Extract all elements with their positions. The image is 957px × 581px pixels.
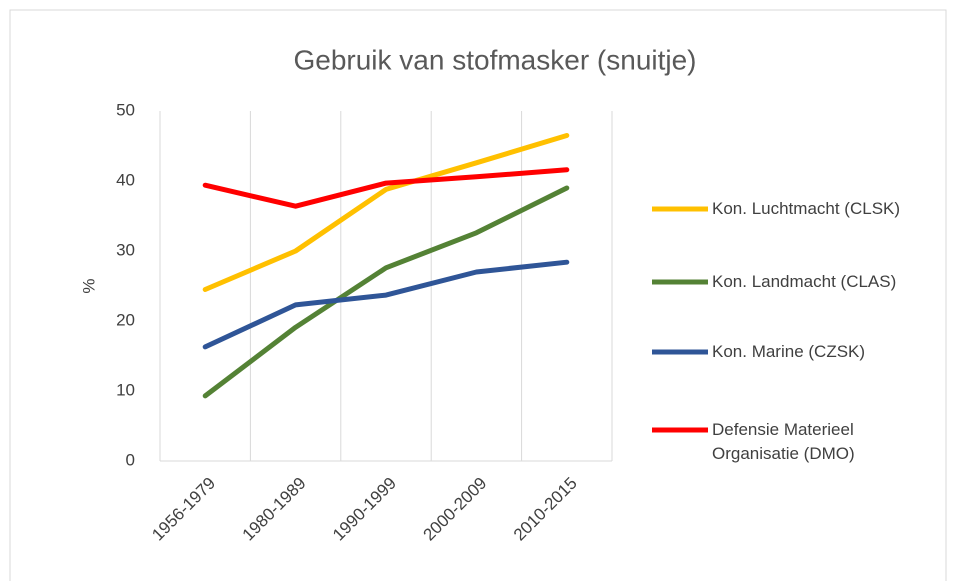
x-tick-label: 2000-2009 xyxy=(419,474,490,545)
y-axis-label: % xyxy=(79,278,98,293)
y-tick-label: 30 xyxy=(116,240,135,259)
series-line xyxy=(202,167,570,209)
legend-label: Defensie Materieel Organisatie (DMO) xyxy=(712,420,855,463)
chart-border xyxy=(9,9,947,581)
x-tick-label: 1980-1989 xyxy=(239,474,310,545)
legend-label: Kon. Landmacht (CLAS) xyxy=(712,272,897,291)
chart-title: Gebruik van stofmasker (snuitje) xyxy=(293,44,696,75)
y-tick-label: 40 xyxy=(116,170,135,189)
y-tick-label: 20 xyxy=(116,310,135,329)
y-tick-label: 10 xyxy=(116,380,135,399)
legend-label: Kon. Luchtmacht (CLSK) xyxy=(712,199,901,218)
x-tick-label: 1956-1979 xyxy=(148,474,219,545)
y-tick-label: 50 xyxy=(116,100,135,119)
legend-label: Kon. Marine (CZSK) xyxy=(712,342,866,361)
x-tick-label: 1990-1999 xyxy=(329,474,400,545)
y-tick-label: 0 xyxy=(126,450,135,469)
x-tick-label: 2010-2015 xyxy=(510,474,581,545)
series-line xyxy=(202,185,570,399)
series-line xyxy=(202,259,570,350)
series-line xyxy=(202,133,570,292)
